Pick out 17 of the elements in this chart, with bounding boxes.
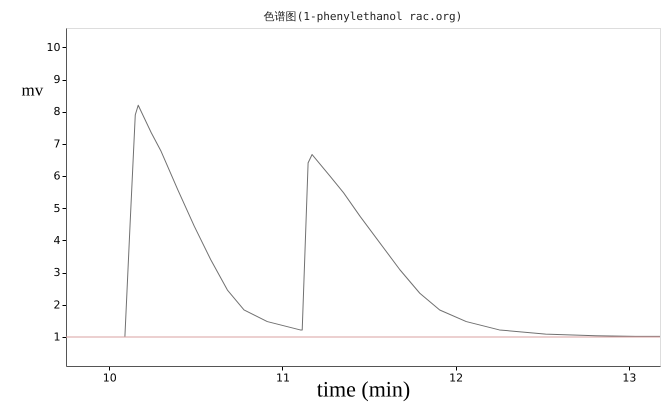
y-axis-title: mv (22, 80, 44, 100)
x-tick-label: 12 (449, 372, 464, 384)
y-tick-label: 9 (54, 73, 60, 86)
chart-title: 色谱图(1-phenylethanol rac.org) (264, 10, 462, 23)
x-tick-label: 13 (622, 372, 636, 384)
y-tick-label: 8 (54, 105, 60, 118)
y-tick-label: 4 (54, 234, 60, 247)
y-tick-label: 1 (54, 330, 60, 344)
y-tick-label: 10 (46, 40, 60, 54)
x-tick-label: 11 (276, 372, 290, 384)
y-tick-label: 7 (54, 137, 60, 150)
y-tick-label: 5 (54, 202, 60, 215)
x-axis-title: time (min) (316, 376, 410, 402)
y-tick-label: 3 (54, 266, 60, 280)
x-tick-label: 10 (102, 372, 117, 384)
y-tick-label: 2 (54, 298, 60, 312)
y-tick-label: 6 (54, 170, 60, 183)
